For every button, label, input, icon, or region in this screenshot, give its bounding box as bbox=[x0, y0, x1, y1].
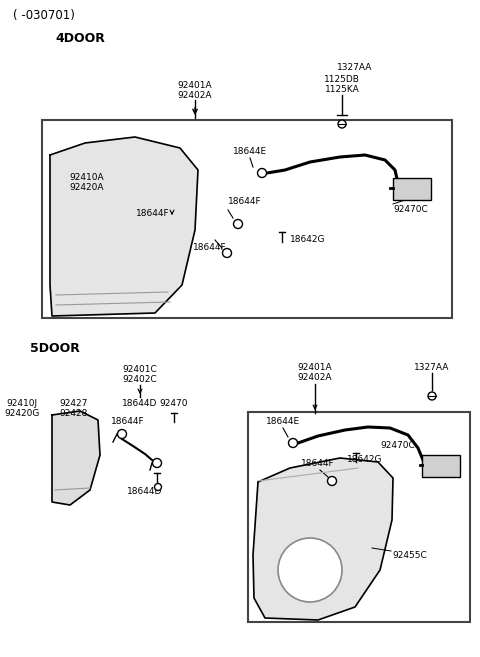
Text: ( -030701): ( -030701) bbox=[13, 9, 75, 22]
Text: 92401A: 92401A bbox=[298, 363, 332, 373]
Text: 18644D: 18644D bbox=[122, 399, 158, 409]
Text: 1327AA: 1327AA bbox=[337, 64, 372, 72]
Text: 92427: 92427 bbox=[60, 399, 88, 409]
Bar bbox=[248, 412, 470, 622]
Text: 92470: 92470 bbox=[160, 399, 188, 409]
Circle shape bbox=[428, 392, 436, 400]
Text: 92455C: 92455C bbox=[392, 551, 427, 560]
Text: 92470C: 92470C bbox=[380, 442, 415, 451]
Circle shape bbox=[257, 168, 266, 177]
Text: 18642G: 18642G bbox=[290, 235, 325, 244]
Text: 18644F: 18644F bbox=[193, 244, 227, 252]
Text: 5DOOR: 5DOOR bbox=[30, 342, 80, 355]
Circle shape bbox=[153, 459, 161, 468]
Bar bbox=[42, 120, 452, 318]
Circle shape bbox=[327, 476, 336, 486]
Text: 1327AA: 1327AA bbox=[414, 363, 450, 371]
Polygon shape bbox=[50, 137, 198, 316]
Bar bbox=[393, 178, 431, 200]
Text: 92410A: 92410A bbox=[70, 173, 104, 183]
Text: 18644E: 18644E bbox=[233, 148, 267, 156]
Circle shape bbox=[118, 430, 127, 438]
Polygon shape bbox=[253, 458, 393, 620]
Text: 92402A: 92402A bbox=[298, 373, 332, 382]
Circle shape bbox=[155, 484, 161, 491]
Circle shape bbox=[223, 248, 231, 258]
Bar bbox=[422, 455, 460, 477]
Text: 18644F: 18644F bbox=[136, 208, 170, 217]
Text: 92401C: 92401C bbox=[122, 365, 157, 374]
Text: 92420G: 92420G bbox=[4, 409, 40, 417]
Text: 92401A: 92401A bbox=[178, 81, 212, 89]
Text: 4DOOR: 4DOOR bbox=[55, 32, 105, 45]
Text: 92402C: 92402C bbox=[123, 376, 157, 384]
Text: 92470C: 92470C bbox=[393, 206, 428, 214]
Text: 18644D: 18644D bbox=[127, 487, 163, 497]
Text: 18644F: 18644F bbox=[301, 459, 335, 468]
Text: 1125DB: 1125DB bbox=[324, 76, 360, 85]
Text: 1125KA: 1125KA bbox=[324, 85, 360, 95]
Text: 92402A: 92402A bbox=[178, 91, 212, 99]
Text: 92428: 92428 bbox=[60, 409, 88, 417]
Text: 92410J: 92410J bbox=[6, 399, 37, 409]
Text: 18644F: 18644F bbox=[111, 417, 145, 426]
Circle shape bbox=[278, 538, 342, 602]
Polygon shape bbox=[52, 411, 100, 505]
Text: 92420A: 92420A bbox=[70, 183, 104, 193]
Text: 18644E: 18644E bbox=[266, 417, 300, 426]
Circle shape bbox=[288, 438, 298, 447]
Circle shape bbox=[233, 219, 242, 229]
Circle shape bbox=[338, 120, 346, 128]
Text: 18642G: 18642G bbox=[347, 455, 383, 464]
Text: 18644F: 18644F bbox=[228, 198, 262, 206]
